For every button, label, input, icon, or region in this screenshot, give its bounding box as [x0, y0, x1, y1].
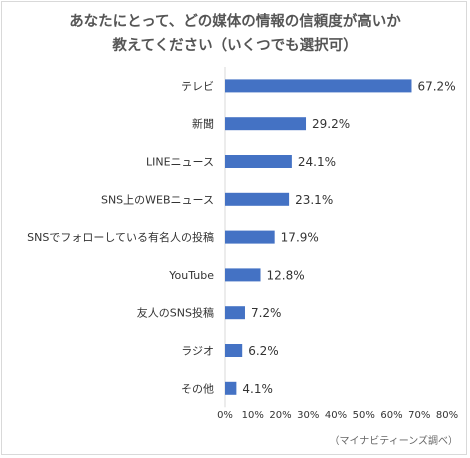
category-label: SNS上のWEBニュース	[101, 193, 214, 206]
x-tick-label: 50%	[353, 410, 375, 421]
chart-title-line-1: あなたにとって、どの媒体の情報の信頼度が高いか	[69, 14, 401, 30]
x-tick-label: 30%	[297, 410, 319, 421]
x-tick-label: 0%	[217, 410, 233, 421]
category-label: テレビ	[181, 80, 214, 93]
bar	[225, 306, 245, 320]
x-tick-label: 20%	[269, 410, 291, 421]
chart-title: あなたにとって、どの媒体の情報の信頼度が高いか 教えてください（いくつでも選択可…	[0, 10, 470, 58]
x-tick-label: 40%	[325, 410, 347, 421]
category-label: YouTube	[168, 269, 214, 282]
chart-title-line-2: 教えてください（いくつでも選択可）	[112, 38, 358, 54]
x-tick-label: 10%	[242, 410, 264, 421]
category-label: 新聞	[192, 117, 214, 131]
category-label: その他	[181, 382, 214, 395]
data-label: 67.2%	[417, 79, 455, 93]
bar	[225, 381, 237, 395]
bar	[225, 230, 275, 244]
bar	[225, 117, 307, 131]
category-label: LINEニュース	[146, 156, 214, 169]
source-note: （マイナビティーンズ調べ）	[329, 436, 459, 447]
bar	[225, 79, 412, 93]
category-label: ラジオ	[181, 345, 214, 358]
category-label: SNSでフォローしている有名人の投稿	[27, 230, 214, 244]
x-tick-label: 70%	[408, 410, 430, 421]
data-label: 7.2%	[251, 306, 281, 320]
x-tick-label: 80%	[436, 410, 458, 421]
data-label: 6.2%	[248, 344, 279, 358]
bar	[225, 268, 261, 282]
data-label: 4.1%	[242, 382, 273, 396]
bar	[225, 344, 243, 357]
data-label: 24.1%	[298, 155, 336, 169]
data-label: 12.8%	[267, 268, 305, 282]
data-label: 23.1%	[295, 193, 333, 207]
x-tick-label: 60%	[380, 410, 402, 421]
category-label: 友人のSNS投稿	[137, 306, 214, 320]
data-label: 29.2%	[312, 117, 350, 131]
data-label: 17.9%	[281, 231, 319, 245]
bar	[225, 155, 292, 168]
bar	[225, 192, 290, 206]
